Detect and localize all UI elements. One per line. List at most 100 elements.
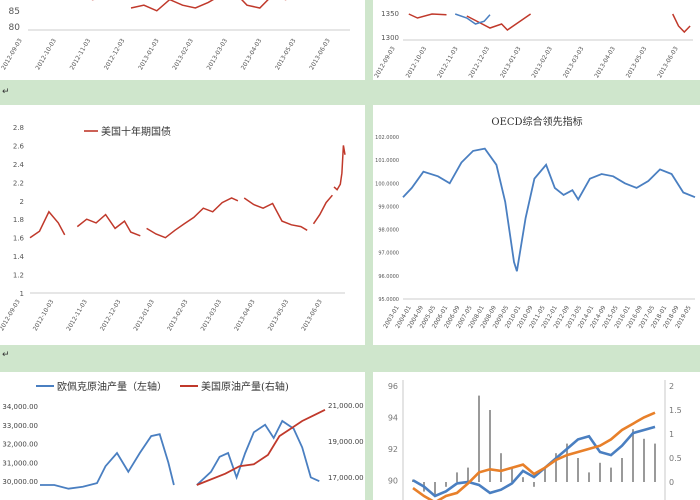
y-tick-label: 1.4 [13,253,25,261]
y-tick-label: 1 [20,290,24,298]
y-tick-label: 96.0000 [378,274,399,280]
x-tick-label: 2013-04-03 [240,37,264,71]
y-tick-label: 2.8 [13,124,24,132]
series-line-0-1 [130,0,214,12]
x-tick-label: 2012-10-03 [34,37,58,71]
x-tick-label: 2013-05-03 [274,37,298,71]
x-tick-label: 2013-01-03 [137,37,161,71]
y-tick-label: 1300 [381,34,399,42]
series-line-0-1 [466,13,532,31]
x-tick-label: 2013-06-03 [656,45,680,79]
series-line-0-2 [672,13,691,34]
bar [599,462,601,482]
y-tick-label-right: 19,000.00 [328,438,364,446]
y-tick-label: 98.0000 [378,228,399,234]
bar [610,467,612,482]
bar [555,453,557,482]
series-line-1 [412,411,656,500]
x-tick-label: 2013-05-03 [267,298,291,332]
chart-panel-oecd: OECD综合领先指标 102.0000 101.0000 100.0000 99.000… [373,105,700,345]
series-line-0-3 [243,197,308,231]
y-tick-label-left: 34,000.00 [2,403,38,411]
y-tick-label-right: 1.5 [669,406,682,415]
y-tick-label-left: 30,000.00 [2,478,38,486]
y-tick-label-right: 1 [669,430,674,439]
x-tick-label: 2013-05-03 [625,45,649,79]
x-tick-label: 2013-06-03 [308,37,332,71]
y-tick-label-right: 2 [669,382,674,391]
chart-oecd-cli: OECD综合领先指标 102.0000 101.0000 100.0000 99.000… [375,115,696,330]
bar [489,410,491,482]
x-tick-label: 2012-10-03 [405,45,429,79]
y-tick-label: 99.0000 [378,204,399,210]
legend-label: 欧佩克原油产量（左轴） [57,380,167,393]
bar [445,482,447,487]
series-line-0-1 [76,213,141,237]
y-tick-label-left: 92 [388,445,398,454]
x-tick-label: 2013-01-03 [132,298,156,332]
y-tick-label: 1350 [381,10,399,18]
x-tick-label: 2012-12-03 [99,298,123,332]
bar [566,443,568,482]
series-line-0-0 [408,13,447,19]
y-tick-label: 2.2 [13,179,24,187]
x-tick-label: 2012-12-03 [468,45,492,79]
x-tick-label: 2012-11-03 [436,45,460,79]
y-tick-label-right: 0 [669,478,674,487]
chart-panel-top-right: 1350 1300 2012-09-03 2012-10-03 2012-11-03 20… [373,0,700,80]
y-tick-label: 85 [9,7,20,17]
bar [511,467,513,482]
legend-label: 美国原油产量(右轴) [201,380,289,393]
chart-panel-top-left: 85 80 2012-09-03 2012-10-03 2012-11-03 2012-1… [0,0,365,80]
chart-top-right: 1350 1300 2012-09-03 2012-10-03 2012-11-03 20… [373,10,693,79]
bar [588,472,590,482]
y-tick-label-right: 0.5 [669,454,682,463]
x-tick-label: 2012-09-03 [0,298,22,332]
y-tick-label: 2.4 [13,161,25,169]
bar [621,458,623,482]
series-line-0-0 [40,433,175,490]
y-tick-label-left: 96 [388,382,398,391]
y-tick-label-left: 90 [388,476,398,485]
chart-crude-production: 34,000.00 33,000.00 32,000.00 31,000.00 30,0… [2,380,364,490]
legend-label: 美国十年期国债 [101,125,171,138]
x-tick-label: 2012-09-03 [0,37,24,71]
y-tick-label-left: 33,000.00 [2,422,38,430]
y-tick-label: 95.0000 [378,297,399,303]
x-tick-label: 2013-02-03 [530,45,554,79]
paragraph-mark: ↵ [2,87,10,97]
y-tick-label-right: 17,000.00 [328,474,364,482]
chart-title: OECD综合领先指标 [491,115,582,128]
bar [522,477,524,482]
x-tick-label: 2012-11-03 [65,298,89,332]
y-tick-label: 102.0000 [375,135,399,141]
x-tick-label: 2013-03-03 [206,37,230,71]
series-line-1-0 [454,13,491,25]
y-tick-label: 1.6 [13,235,25,243]
y-tick-label: 1.2 [13,272,24,280]
series-line-0-2 [241,0,287,9]
bar [478,395,480,482]
series-line-1-0 [196,408,326,486]
chart-panel-crude: 34,000.00 33,000.00 32,000.00 31,000.00 30,0… [0,372,365,500]
y-tick-label-left: 94 [388,413,398,422]
y-tick-label-left: 32,000.00 [2,441,38,449]
series-line-0 [412,425,656,498]
y-tick-label-right: 21,000.00 [328,402,364,410]
bar [654,443,656,482]
chart-panel-treasury: 2.8 2.6 2.4 2.2 2 1.8 1.6 1.4 1.2 1 2012-09-03 2012… [0,105,365,345]
x-tick-label: 2012-11-03 [69,37,93,71]
series-line-0-4 [312,194,333,225]
bar [500,453,502,482]
bar [643,438,645,482]
series-line-0-5 [333,145,346,191]
y-tick-label: 80 [9,23,21,33]
x-tick-label: 2013-02-03 [166,298,190,332]
x-tick-label: 2013-02-03 [171,37,195,71]
bar [577,458,579,482]
y-tick-label: 1.8 [13,216,24,224]
bar [632,429,634,482]
bar [467,467,469,482]
x-tick-label: 2013-03-03 [562,45,586,79]
